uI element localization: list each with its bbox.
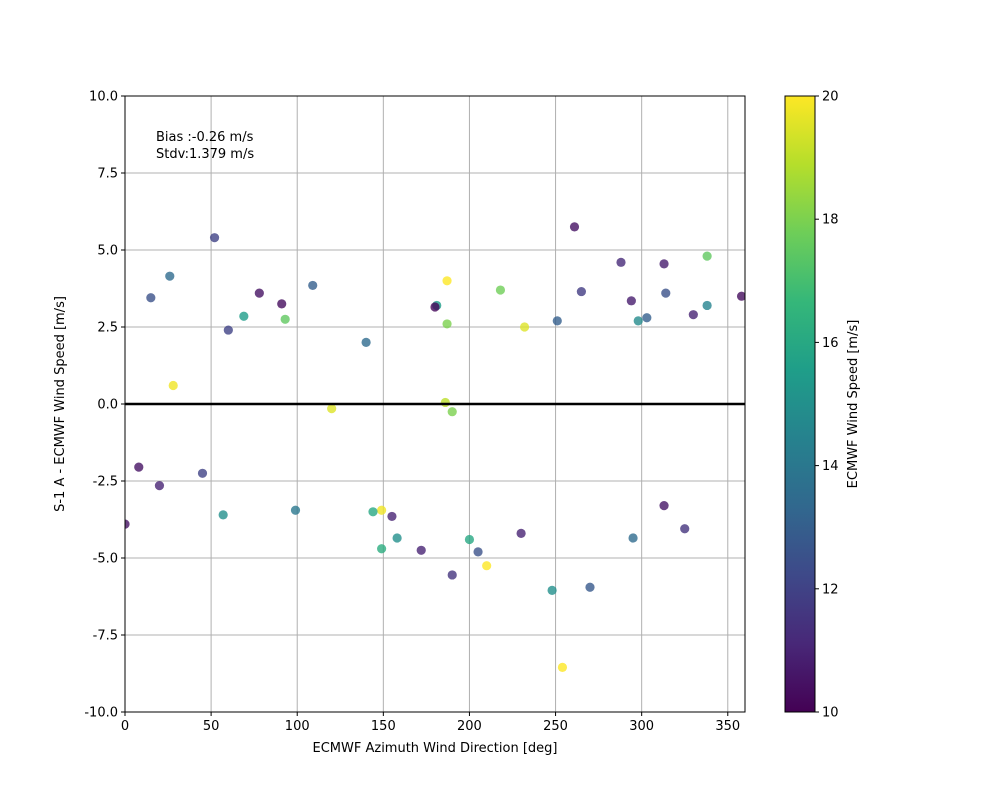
scatter-point [447, 570, 457, 580]
scatter-point [495, 285, 506, 295]
scatter-point [377, 505, 387, 515]
scatter-point [361, 337, 371, 347]
scatter-point [633, 316, 643, 326]
y-tick-label: 2.5 [97, 321, 118, 336]
scatter-point [626, 296, 636, 306]
y-tick-label: -10.0 [84, 706, 118, 721]
scatter-point [377, 544, 387, 554]
scatter-point [165, 271, 175, 281]
scatter-point [616, 257, 626, 267]
scatter-point [125, 519, 130, 529]
scatter-point [368, 507, 378, 517]
scatter-point [547, 585, 557, 595]
scatter-point [254, 288, 264, 298]
scatter-point [628, 533, 638, 543]
y-tick-label: -7.5 [93, 629, 118, 644]
scatter-point [392, 533, 402, 543]
scatter-point [239, 311, 249, 321]
scatter-point [440, 397, 450, 408]
scatter-point [519, 322, 530, 332]
scatter-point [218, 510, 228, 520]
colorbar-label: ECMWF Wind Speed [m/s] [846, 320, 861, 489]
scatter-point [308, 280, 318, 291]
x-tick-label: 200 [457, 719, 482, 734]
bias-annotation: Bias :-0.26 m/s [156, 130, 254, 145]
colorbar-tick-label: 14 [822, 459, 839, 474]
x-axis-ticks: 0 50 100 150 200 250 300 350 [121, 712, 740, 734]
scatter-point [688, 310, 698, 320]
scatter-point [557, 662, 568, 672]
scatter-points [125, 222, 745, 672]
x-tick-label: 300 [629, 719, 654, 734]
y-tick-label: 5.0 [97, 244, 118, 259]
x-tick-label: 50 [203, 719, 220, 734]
x-tick-label: 350 [715, 719, 740, 734]
colorbar-tick-label: 16 [822, 336, 839, 351]
scatter-point [327, 404, 337, 414]
y-axis-ticks: -10.0 -7.5 -5.0 -2.5 0.0 2.5 5.0 7.5 10.0 [84, 90, 125, 721]
scatter-point [134, 462, 144, 472]
scatter-point [387, 511, 397, 522]
scatter-point [473, 547, 483, 557]
scatter-point [482, 561, 492, 571]
scatter-point [416, 545, 426, 555]
y-tick-label: -5.0 [93, 552, 118, 567]
colorbar-tick-label: 20 [822, 90, 839, 105]
scatter-point [702, 300, 712, 311]
scatter-point [290, 505, 301, 515]
scatter-point [442, 276, 452, 286]
scatter-point [223, 325, 233, 335]
colorbar-tick-label: 10 [822, 706, 839, 721]
scatter-point [576, 286, 586, 297]
scatter-point [642, 313, 652, 323]
scatter-point [430, 302, 440, 312]
scatter-point [659, 259, 669, 269]
scatter-point [280, 314, 290, 324]
y-tick-label: 10.0 [89, 90, 118, 105]
y-tick-label: 7.5 [97, 167, 118, 182]
colorbar-tick-label: 12 [822, 582, 839, 597]
x-axis-label: ECMWF Azimuth Wind Direction [deg] [313, 741, 558, 756]
scatter-point [209, 233, 220, 243]
scatter-point [680, 524, 690, 534]
x-tick-label: 100 [285, 719, 310, 734]
x-tick-label: 0 [121, 719, 129, 734]
y-tick-label: -2.5 [93, 475, 118, 490]
scatter-point [168, 380, 178, 391]
scatter-point [464, 534, 475, 545]
scatter-point [659, 501, 669, 511]
scatter-point [442, 319, 452, 329]
scatter-point [702, 251, 712, 261]
scatter-point [447, 407, 457, 417]
scatter-point [516, 528, 526, 538]
colorbar-tick-label: 18 [822, 213, 839, 228]
scatter-point [661, 288, 671, 298]
x-tick-label: 250 [543, 719, 568, 734]
scatter-point [569, 222, 580, 232]
scatter-point [146, 293, 156, 303]
scatter-point [277, 299, 287, 309]
stdv-annotation: Stdv:1.379 m/s [156, 147, 254, 162]
scatter-point [154, 481, 165, 491]
colorbar-ticks: 10 12 14 16 18 20 [815, 90, 839, 721]
scatter-point [736, 291, 745, 301]
x-tick-label: 150 [371, 719, 396, 734]
y-axis-label: S-1 A - ECMWF Wind Speed [m/s] [53, 296, 68, 512]
scatter-point [585, 582, 595, 592]
scatter-point [197, 468, 208, 478]
scatter-point [552, 316, 562, 326]
y-tick-label: 0.0 [97, 398, 118, 413]
colorbar [784, 95, 816, 713]
